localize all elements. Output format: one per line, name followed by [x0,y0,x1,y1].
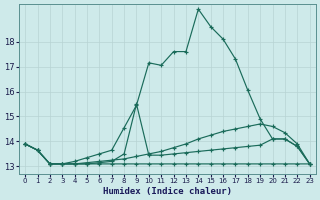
X-axis label: Humidex (Indice chaleur): Humidex (Indice chaleur) [103,187,232,196]
